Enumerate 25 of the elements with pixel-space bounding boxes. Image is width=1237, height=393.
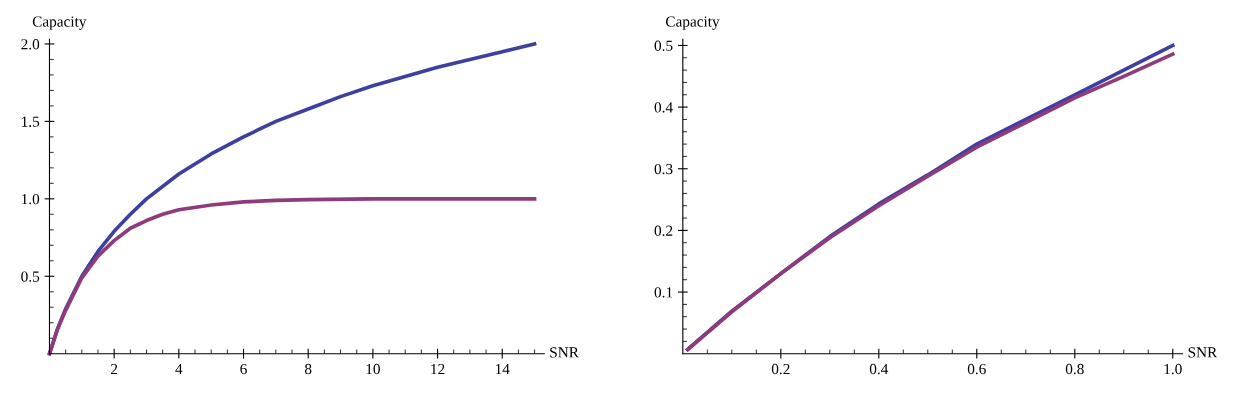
y-tick-label: 0.5 [654,40,673,51]
y-tick-label: 0.5 [21,271,40,282]
x-tick-label: 0.6 [967,363,986,375]
y-tick-label: 0.3 [654,163,673,175]
x-tick-label: 4 [175,363,183,375]
x-axis-title: SNR [550,347,579,358]
x-tick-label: 14 [495,363,510,375]
x-tick-label: 0.8 [1065,363,1084,375]
x-axis-title: SNR [1188,347,1218,358]
x-tick-label: 12 [431,363,445,375]
y-tick-label: 0.2 [654,225,673,236]
x-tick-label: 1.0 [1164,363,1182,375]
x-tick-label: 2 [111,363,118,375]
y-tick-label: 2.0 [21,39,40,50]
x-tick-label: 6 [240,363,247,375]
y-tick-label: 1.5 [22,116,40,127]
y-axis-title: Capacity [665,16,720,30]
y-tick-label: 1.0 [22,193,40,205]
x-tick-label: 0.2 [771,363,790,375]
x-tick-label: 0.4 [869,363,889,375]
y-tick-label: 0.1 [654,287,673,298]
x-tick-label: 10 [366,363,380,375]
y-tick-label: 0.4 [654,102,673,113]
x-tick-label: 8 [304,363,312,375]
y-axis-title: Capacity [32,16,87,30]
